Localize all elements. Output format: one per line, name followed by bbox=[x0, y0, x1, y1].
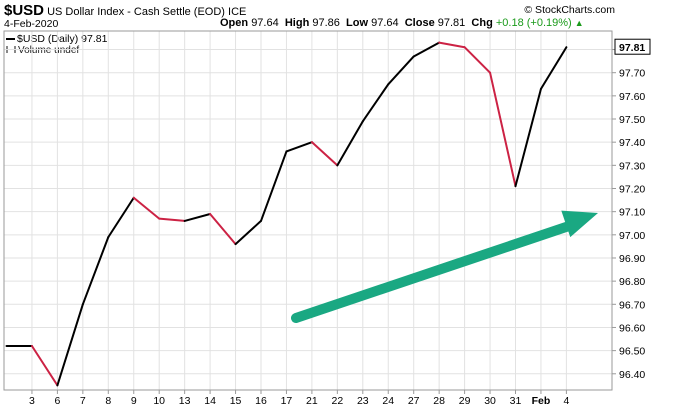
instrument-name: US Dollar Index - Cash Settle (EOD) bbox=[47, 6, 225, 18]
ticker-symbol: $USD bbox=[4, 2, 45, 19]
y-tick-label: 97.40 bbox=[619, 137, 645, 149]
series-segment bbox=[514, 87, 542, 188]
chg-label: Chg bbox=[471, 17, 493, 29]
series-segment bbox=[107, 196, 135, 239]
y-tick-label: 97.20 bbox=[619, 183, 645, 195]
series-segment bbox=[412, 41, 441, 58]
y-tick-label: 96.70 bbox=[619, 299, 645, 311]
y-tick-label: 97.00 bbox=[619, 230, 645, 242]
low-label: Low bbox=[346, 17, 369, 29]
y-tick-label: 97.50 bbox=[619, 114, 645, 126]
x-tick-label: 30 bbox=[484, 395, 496, 407]
x-tick-label: 7 bbox=[80, 395, 86, 407]
series-segment bbox=[310, 141, 339, 167]
series-segment bbox=[234, 219, 262, 246]
y-tick-label: 96.60 bbox=[619, 322, 645, 334]
y-tick-label: 97.30 bbox=[619, 160, 645, 172]
price-series bbox=[5, 41, 568, 387]
x-tick-label: 17 bbox=[281, 395, 293, 407]
series-segment bbox=[361, 83, 390, 123]
series-segment bbox=[438, 41, 466, 49]
close-value: 97.81 bbox=[437, 17, 466, 29]
stockcharts-credit: © StockCharts.com bbox=[524, 4, 615, 16]
series-segment bbox=[56, 303, 84, 387]
x-tick-label: 13 bbox=[179, 395, 191, 407]
x-tick-label: 23 bbox=[357, 395, 369, 407]
series-segment bbox=[209, 212, 237, 246]
chart-grid bbox=[4, 31, 616, 394]
x-tick-label: 22 bbox=[332, 395, 344, 407]
series-segment bbox=[132, 196, 161, 220]
x-tick-label: 8 bbox=[105, 395, 111, 407]
legend-line-icon bbox=[6, 38, 15, 41]
x-tick-label: 9 bbox=[131, 395, 137, 407]
x-tick-label: 24 bbox=[382, 395, 394, 407]
y-axis-labels: 96.40 96.50 96.60 96.70 96.80 96.90 97.00 97.10… bbox=[619, 45, 645, 381]
trend-arrow-shaft bbox=[291, 220, 577, 323]
trend-arrow bbox=[291, 210, 598, 323]
legend-series: $USD (Daily) 97.81 bbox=[6, 33, 107, 45]
series-segment bbox=[183, 212, 212, 222]
series-segment bbox=[489, 71, 517, 188]
open-value: 97.64 bbox=[251, 17, 279, 29]
series-segment bbox=[539, 46, 568, 90]
close-label: Close bbox=[404, 17, 435, 29]
y-tick-label: 96.80 bbox=[619, 276, 645, 288]
x-tick-label: 4 bbox=[563, 395, 569, 407]
series-segment bbox=[30, 344, 59, 387]
series-segment bbox=[463, 46, 492, 74]
chart-date: 4-Feb-2020 bbox=[4, 18, 59, 30]
x-tick-label: 15 bbox=[230, 395, 242, 407]
x-tick-label: 21 bbox=[306, 395, 318, 407]
x-tick-label: 16 bbox=[255, 395, 267, 407]
low-value: 97.64 bbox=[371, 17, 399, 29]
x-tick-label: 6 bbox=[54, 395, 60, 407]
y-tick-label: 96.90 bbox=[619, 253, 645, 265]
series-segment bbox=[158, 217, 186, 222]
exchange-label: ICE bbox=[228, 6, 247, 18]
chg-value: +0.18 (+0.19%) bbox=[495, 17, 572, 29]
y-tick-label: 97.70 bbox=[619, 68, 645, 80]
x-tick-label: 28 bbox=[433, 395, 445, 407]
series-segment bbox=[81, 236, 110, 306]
x-axis-labels: 3 6 7 8 9 10 13 14 15 16 17 21 22 23 24 27 28 29 30 31 Feb 4 bbox=[29, 395, 569, 407]
x-tick-label: 14 bbox=[204, 395, 216, 407]
x-tick-label: 10 bbox=[153, 395, 165, 407]
last-value-marker: 97.81 bbox=[614, 38, 651, 55]
open-label: Open bbox=[220, 17, 249, 29]
trend-arrow-head bbox=[561, 210, 598, 238]
series-segment bbox=[387, 55, 415, 86]
high-value: 97.86 bbox=[312, 17, 340, 29]
y-tick-label: 97.60 bbox=[619, 91, 645, 103]
x-tick-label: 29 bbox=[459, 395, 471, 407]
chg-up-triangle-icon: ▲ bbox=[574, 18, 584, 28]
y-tick-label: 96.40 bbox=[619, 369, 645, 381]
y-tick-label: 96.50 bbox=[619, 346, 645, 358]
x-tick-label: 31 bbox=[510, 395, 522, 407]
last-value-box bbox=[614, 38, 651, 55]
ohlc-readout: Open 97.64 High 97.86 Low 97.64 Close 97… bbox=[220, 17, 584, 29]
y-tick-label: 97.10 bbox=[619, 207, 645, 219]
legend-series-label: $USD (Daily) 97.81 bbox=[17, 33, 108, 45]
high-label: High bbox=[284, 17, 310, 29]
legend-volume-label: Volume undef bbox=[18, 45, 80, 56]
last-value-label: 97.81 bbox=[619, 42, 645, 54]
series-segment bbox=[260, 150, 288, 222]
x-tick-label: Feb bbox=[532, 395, 551, 407]
chart-header-title: $USD US Dollar Index - Cash Settle (EOD)… bbox=[4, 2, 246, 19]
plot-area-frame bbox=[3, 30, 613, 391]
x-tick-label: 27 bbox=[408, 395, 420, 407]
x-tick-label: 3 bbox=[29, 395, 35, 407]
series-segment bbox=[285, 141, 313, 153]
series-segment bbox=[336, 120, 364, 167]
